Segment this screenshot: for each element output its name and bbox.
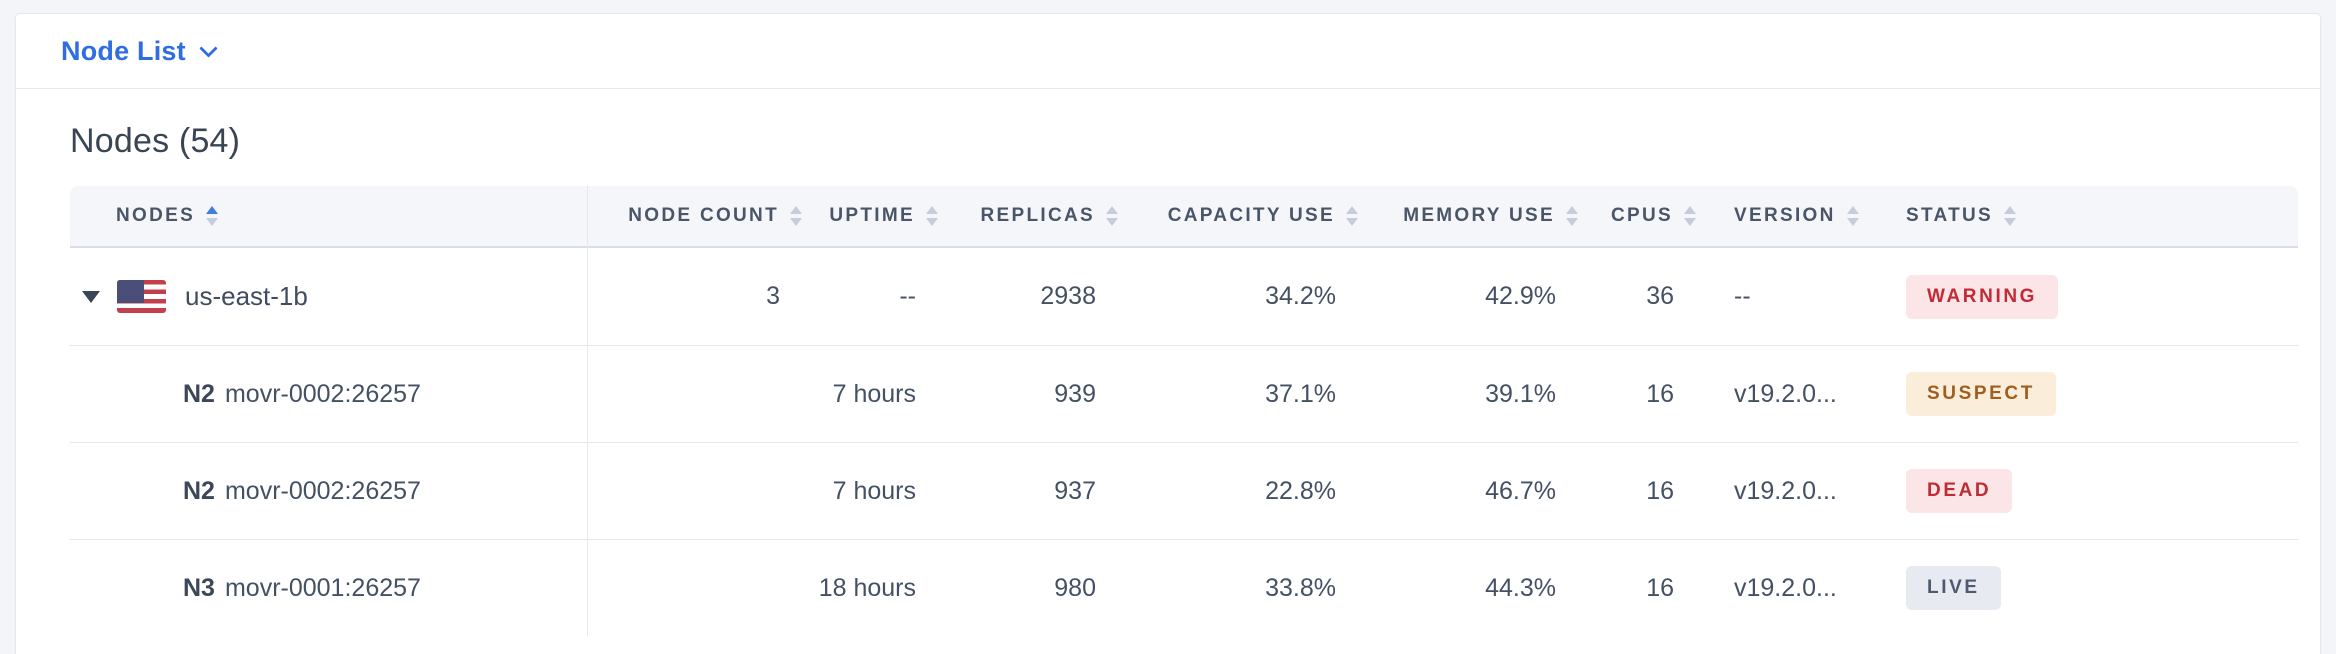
sort-icon: [1346, 206, 1358, 226]
replicas-cell: 939: [1054, 379, 1096, 408]
memory-use-cell: 42.9%: [1485, 282, 1556, 310]
toolbar: Node List: [16, 14, 2320, 89]
node-name-cell: N2 movr-0002:26257: [70, 477, 587, 506]
uptime-cell: 7 hours: [832, 379, 916, 408]
column-header-status[interactable]: STATUS: [1875, 186, 2298, 246]
node-list-dropdown-label: Node List: [61, 35, 186, 66]
column-header-label: VERSION: [1734, 205, 1836, 226]
status-badge: LIVE: [1906, 566, 2001, 610]
page-title: Nodes (54): [70, 122, 241, 160]
column-header-label: UPTIME: [829, 205, 915, 226]
uptime-cell: --: [899, 282, 916, 310]
node-id[interactable]: N2: [183, 476, 215, 505]
version-cell: v19.2.0...: [1734, 379, 1837, 408]
sort-icon: [1566, 206, 1578, 226]
sort-icon: [926, 206, 938, 226]
node-count-cell: 3: [766, 282, 780, 310]
cpus-cell: 16: [1646, 573, 1674, 602]
flag-canton: [117, 280, 144, 304]
column-header-node-count[interactable]: NODE COUNT: [587, 186, 806, 246]
version-cell: v19.2.0...: [1734, 573, 1837, 602]
column-header-label: NODE COUNT: [628, 205, 779, 226]
column-header-label: CAPACITY USE: [1167, 205, 1335, 226]
chevron-down-icon: [199, 38, 218, 58]
table-body: us-east-1b 3 -- 2938 34.2% 42.9% 36 -- W…: [70, 248, 2298, 636]
node-id[interactable]: N3: [183, 573, 215, 602]
region-cell: us-east-1b: [70, 280, 587, 313]
nodes-table: NODES NODE COUNT UPTIME REPLICAS: [70, 186, 2298, 636]
table-row-node[interactable]: N2 movr-0002:26257 7 hours 939 37.1% 39.…: [70, 345, 2298, 442]
status-cell: LIVE: [1875, 566, 2298, 610]
capacity-use-cell: 33.8%: [1265, 573, 1336, 602]
replicas-cell: 2938: [1040, 282, 1096, 310]
capacity-use-cell: 22.8%: [1265, 476, 1336, 505]
status-cell: DEAD: [1875, 469, 2298, 513]
status-badge: DEAD: [1906, 469, 2013, 513]
version-cell: --: [1734, 282, 1751, 310]
column-header-version[interactable]: VERSION: [1700, 186, 1875, 246]
content-area: Nodes (54) NODES NODE COUNT UPTIME: [16, 89, 2320, 636]
sort-icon: [1846, 206, 1859, 226]
sort-icon: [2003, 206, 2016, 226]
sort-icon: [1684, 206, 1696, 226]
region-name[interactable]: us-east-1b: [185, 281, 308, 311]
column-divider: [587, 186, 588, 636]
node-list-dropdown[interactable]: Node List: [61, 35, 218, 67]
status-badge: WARNING: [1906, 274, 2059, 319]
version-cell: v19.2.0...: [1734, 476, 1837, 505]
table-row-node[interactable]: N2 movr-0002:26257 7 hours 937 22.8% 46.…: [70, 442, 2298, 539]
status-badge: SUSPECT: [1906, 372, 2056, 416]
memory-use-cell: 44.3%: [1485, 573, 1556, 602]
replicas-cell: 980: [1054, 573, 1096, 602]
sort-icon: [790, 206, 802, 226]
column-header-label: MEMORY USE: [1403, 205, 1555, 226]
column-header-label: STATUS: [1906, 205, 1993, 226]
node-list-card: Node List Nodes (54) NODES NODE COUNT: [15, 13, 2321, 654]
capacity-use-cell: 37.1%: [1265, 379, 1336, 408]
table-row-region[interactable]: us-east-1b 3 -- 2938 34.2% 42.9% 36 -- W…: [70, 248, 2298, 345]
table-header-row: NODES NODE COUNT UPTIME REPLICAS: [70, 186, 2298, 248]
memory-use-cell: 46.7%: [1485, 476, 1556, 505]
us-flag-icon: [117, 280, 166, 313]
node-name-cell: N2 movr-0002:26257: [70, 380, 587, 409]
memory-use-cell: 39.1%: [1485, 379, 1556, 408]
column-header-capacity-use[interactable]: CAPACITY USE: [1122, 186, 1362, 246]
cpus-cell: 36: [1646, 282, 1674, 310]
column-header-label: NODES: [116, 205, 196, 226]
column-header-uptime[interactable]: UPTIME: [806, 186, 942, 246]
sort-icon: [1106, 206, 1118, 226]
status-cell: WARNING: [1875, 274, 2298, 319]
sort-icon: [206, 206, 219, 226]
column-header-cpus[interactable]: CPUS: [1582, 186, 1700, 246]
column-header-label: CPUS: [1611, 205, 1673, 226]
column-header-replicas[interactable]: REPLICAS: [942, 186, 1122, 246]
node-id[interactable]: N2: [183, 379, 215, 408]
cpus-cell: 16: [1646, 379, 1674, 408]
collapse-caret-icon[interactable]: [82, 290, 100, 303]
column-header-nodes[interactable]: NODES: [70, 186, 587, 246]
column-header-label: REPLICAS: [980, 205, 1095, 226]
uptime-cell: 18 hours: [818, 573, 916, 602]
node-address[interactable]: movr-0002:26257: [224, 379, 421, 408]
uptime-cell: 7 hours: [832, 476, 916, 505]
replicas-cell: 937: [1054, 476, 1096, 505]
node-address[interactable]: movr-0002:26257: [224, 476, 421, 505]
status-cell: SUSPECT: [1875, 372, 2298, 416]
node-name-cell: N3 movr-0001:26257: [70, 574, 587, 603]
capacity-use-cell: 34.2%: [1265, 282, 1336, 310]
table-row-node[interactable]: N3 movr-0001:26257 18 hours 980 33.8% 44…: [70, 539, 2298, 636]
column-header-memory-use[interactable]: MEMORY USE: [1362, 186, 1582, 246]
node-address[interactable]: movr-0001:26257: [224, 573, 421, 602]
cpus-cell: 16: [1646, 476, 1674, 505]
